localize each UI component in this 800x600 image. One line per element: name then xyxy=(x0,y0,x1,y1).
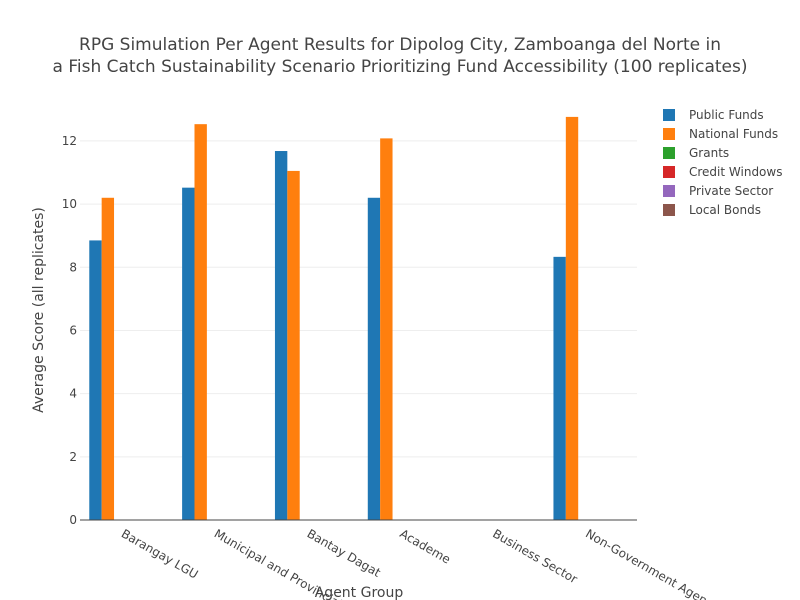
bar-national-funds[interactable] xyxy=(101,197,115,521)
x-axis-label: Agent Group xyxy=(315,585,404,600)
legend: Public Funds National Funds Grants Credit W… xyxy=(663,108,782,217)
bar-public-funds[interactable] xyxy=(182,187,195,520)
x-tick-label: Non-Government Agencies xyxy=(583,526,730,600)
y-axis-label: Average Score (all replicates) xyxy=(31,207,47,413)
y-tick-label: 2 xyxy=(69,450,77,464)
legend-label: National Funds xyxy=(689,127,778,141)
legend-swatch xyxy=(663,147,675,159)
legend-item[interactable]: Public Funds xyxy=(663,108,764,122)
legend-swatch xyxy=(663,128,675,140)
legend-swatch xyxy=(663,204,675,216)
x-tick-labels: Barangay LGU Municipal and Provincial LGU… xyxy=(119,526,730,600)
y-tick-label: 0 xyxy=(69,513,77,527)
bar-public-funds[interactable] xyxy=(553,256,566,520)
y-tick-label: 12 xyxy=(62,134,77,148)
bar-public-funds[interactable] xyxy=(367,197,381,521)
legend-swatch xyxy=(663,109,675,121)
x-tick-label: Business Sector xyxy=(490,526,580,586)
legend-item[interactable]: Credit Windows xyxy=(663,165,782,179)
legend-item[interactable]: National Funds xyxy=(663,127,778,141)
legend-item[interactable]: Private Sector xyxy=(663,184,773,198)
chart-title-line: a Fish Catch Sustainability Scenario Pri… xyxy=(53,57,748,77)
legend-label: Credit Windows xyxy=(689,165,782,179)
y-tick-label: 10 xyxy=(62,197,77,211)
legend-swatch xyxy=(663,185,675,197)
legend-item[interactable]: Grants xyxy=(663,146,729,160)
bar-national-funds[interactable] xyxy=(287,170,300,520)
chart-title: RPG Simulation Per Agent Results for Dip… xyxy=(53,35,748,77)
legend-label: Grants xyxy=(689,146,729,160)
bar-national-funds[interactable] xyxy=(194,124,207,521)
x-tick-label: Barangay LGU xyxy=(119,526,201,581)
legend-label: Private Sector xyxy=(689,184,773,198)
y-tick-label: 8 xyxy=(69,260,77,274)
y-gridlines xyxy=(80,140,637,458)
bar-national-funds[interactable] xyxy=(380,138,393,520)
legend-swatch xyxy=(663,166,675,178)
x-tick-label: Bantay Dagat xyxy=(305,526,384,579)
legend-label: Local Bonds xyxy=(689,203,761,217)
bar-public-funds[interactable] xyxy=(274,151,288,520)
y-tick-label: 6 xyxy=(69,323,77,337)
legend-label: Public Funds xyxy=(689,108,764,122)
y-tick-labels: 0 2 4 6 8 10 12 xyxy=(62,134,77,527)
bar-public-funds[interactable] xyxy=(89,240,102,520)
y-tick-label: 4 xyxy=(69,387,77,401)
x-tick-label: Academe xyxy=(397,526,453,566)
bars xyxy=(89,116,579,521)
chart-title-line: RPG Simulation Per Agent Results for Dip… xyxy=(79,35,721,55)
legend-item[interactable]: Local Bonds xyxy=(663,203,761,217)
bar-national-funds[interactable] xyxy=(565,116,579,521)
